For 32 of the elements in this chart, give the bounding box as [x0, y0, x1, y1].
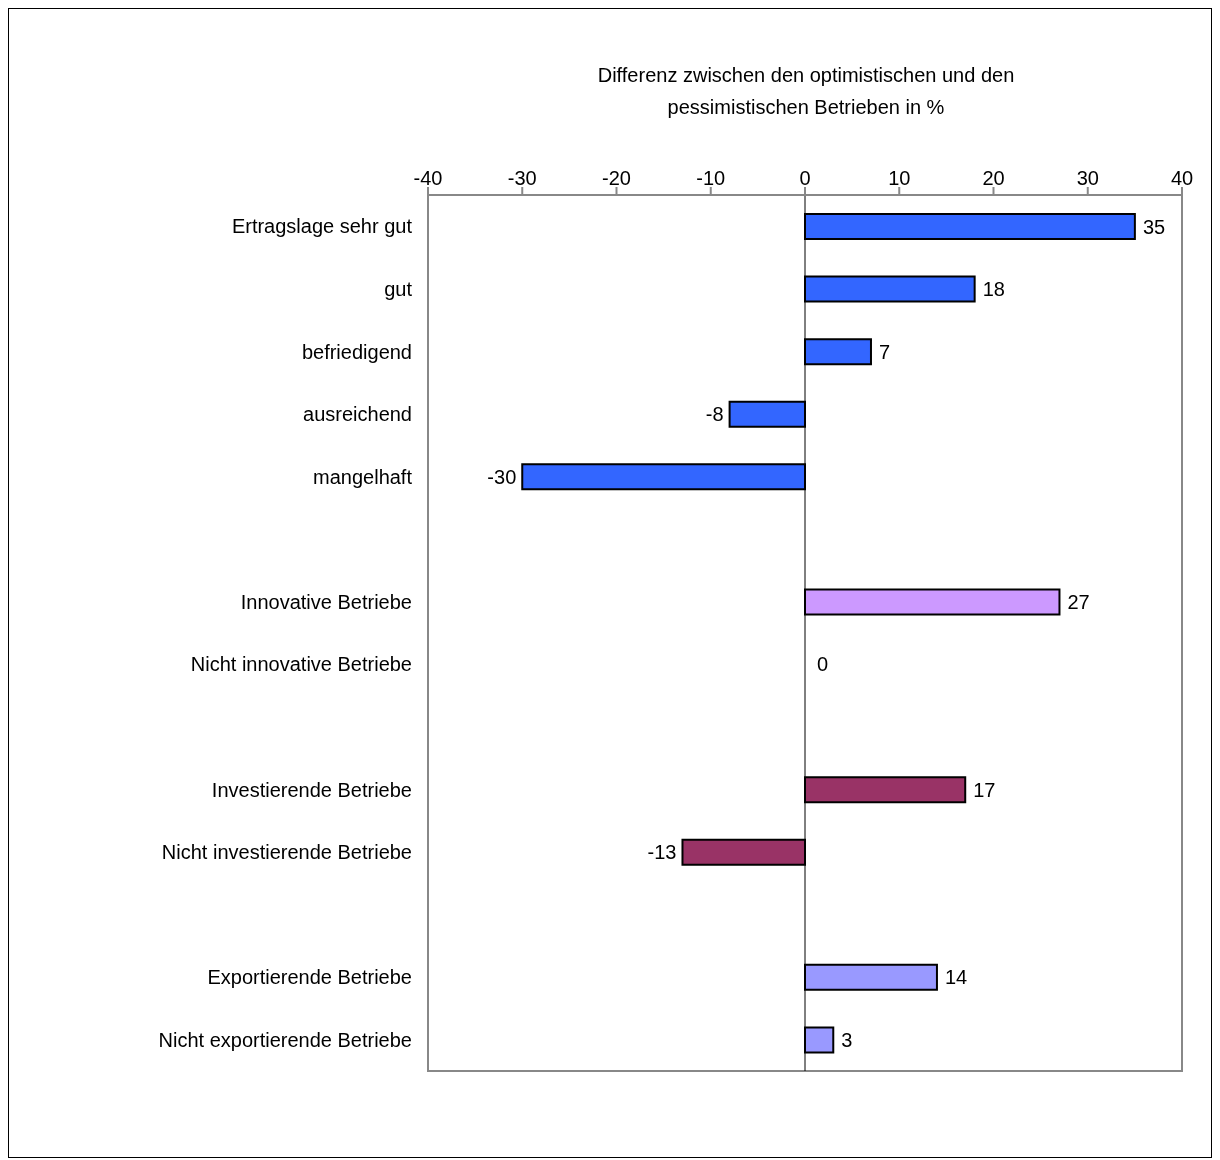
x-tick-label: 10: [888, 167, 911, 189]
x-axis-title: Differenz zwischen den optimistischen und den pessimistischen Betrieben in %: [596, 63, 1016, 120]
data-label: 7: [878, 340, 891, 363]
y-tick-label: Ertragslage sehr gut: [231, 215, 413, 238]
x-tick-label: 0: [799, 167, 811, 189]
y-tick-label: Exportierende Betriebe: [207, 966, 412, 989]
x-tick-label: 20: [982, 167, 1005, 189]
y-tick-label: Investierende Betriebe: [211, 778, 412, 801]
y-tick-label: Nicht innovative Betriebe: [190, 653, 412, 676]
y-tick-label: mangelhaft: [313, 465, 413, 488]
y-tick-label: gut: [384, 277, 413, 300]
x-tick-label: -20: [602, 167, 631, 189]
y-tick-label: befriedigend: [301, 340, 412, 363]
data-label: -8: [705, 403, 724, 426]
x-tick-label: -30: [507, 167, 537, 189]
x-tick-label: 40: [1170, 167, 1194, 189]
data-label: 17: [973, 778, 996, 801]
y-tick-label: Nicht investierende Betriebe: [161, 841, 412, 864]
data-label: -13: [647, 841, 677, 864]
data-label: 0: [817, 653, 829, 676]
data-label: 35: [1142, 215, 1166, 238]
x-tick-label: 30: [1076, 167, 1099, 189]
data-label: -30: [487, 465, 517, 488]
x-tick-label: -10: [696, 167, 726, 189]
data-label: 18: [982, 278, 1005, 301]
data-label: 14: [944, 966, 968, 989]
y-tick-label: Innovative Betriebe: [240, 590, 412, 613]
y-tick-label: Nicht exportierende Betriebe: [158, 1028, 412, 1051]
x-tick-label: -40: [413, 167, 443, 189]
data-label: 3: [841, 1028, 853, 1051]
data-label: 27: [1067, 590, 1090, 613]
y-tick-label: ausreichend: [303, 403, 412, 426]
